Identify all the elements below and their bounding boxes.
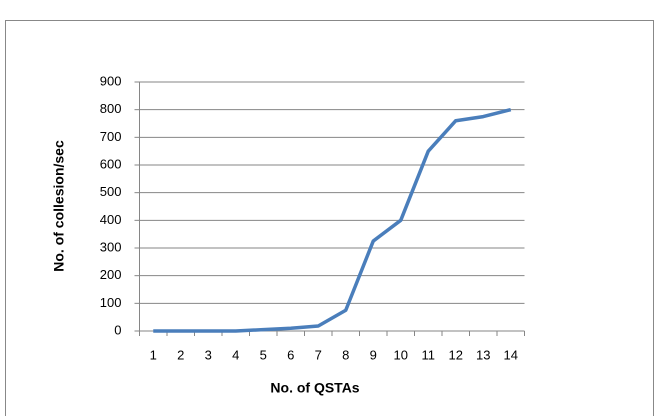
x-tick-label: 14 (504, 347, 518, 362)
y-tick-label: 700 (100, 129, 122, 144)
x-tick-label: 9 (370, 347, 377, 362)
y-tick-label: 200 (100, 267, 122, 282)
x-axis-title: No. of QSTAs (270, 380, 359, 396)
x-tick-label: 11 (422, 347, 436, 362)
x-tick-label: 6 (287, 347, 294, 362)
x-tick-label: 12 (449, 347, 463, 362)
y-tick-label: 0 (114, 322, 121, 337)
y-tick-label: 400 (100, 212, 122, 227)
x-tick-label: 1 (150, 347, 157, 362)
x-tick-label: 7 (315, 347, 322, 362)
chart-border (5, 20, 654, 416)
y-tick-label: 300 (100, 239, 122, 254)
x-tick-label: 3 (205, 347, 212, 362)
x-tick-label: 2 (177, 347, 184, 362)
y-tick-label: 800 (100, 101, 122, 116)
x-tick-label: 8 (342, 347, 349, 362)
y-tick-label: 600 (100, 156, 122, 171)
data-line (153, 107, 512, 333)
x-tick-label: 5 (260, 347, 267, 362)
y-tick-label: 500 (100, 184, 122, 199)
x-tick-label: 10 (394, 347, 408, 362)
y-tick-label: 900 (100, 73, 122, 88)
y-axis-title: No. of collesion/sec (51, 140, 67, 272)
x-tick-label: 13 (476, 347, 490, 362)
x-tick-label: 4 (232, 347, 239, 362)
y-tick-label: 100 (100, 295, 122, 310)
